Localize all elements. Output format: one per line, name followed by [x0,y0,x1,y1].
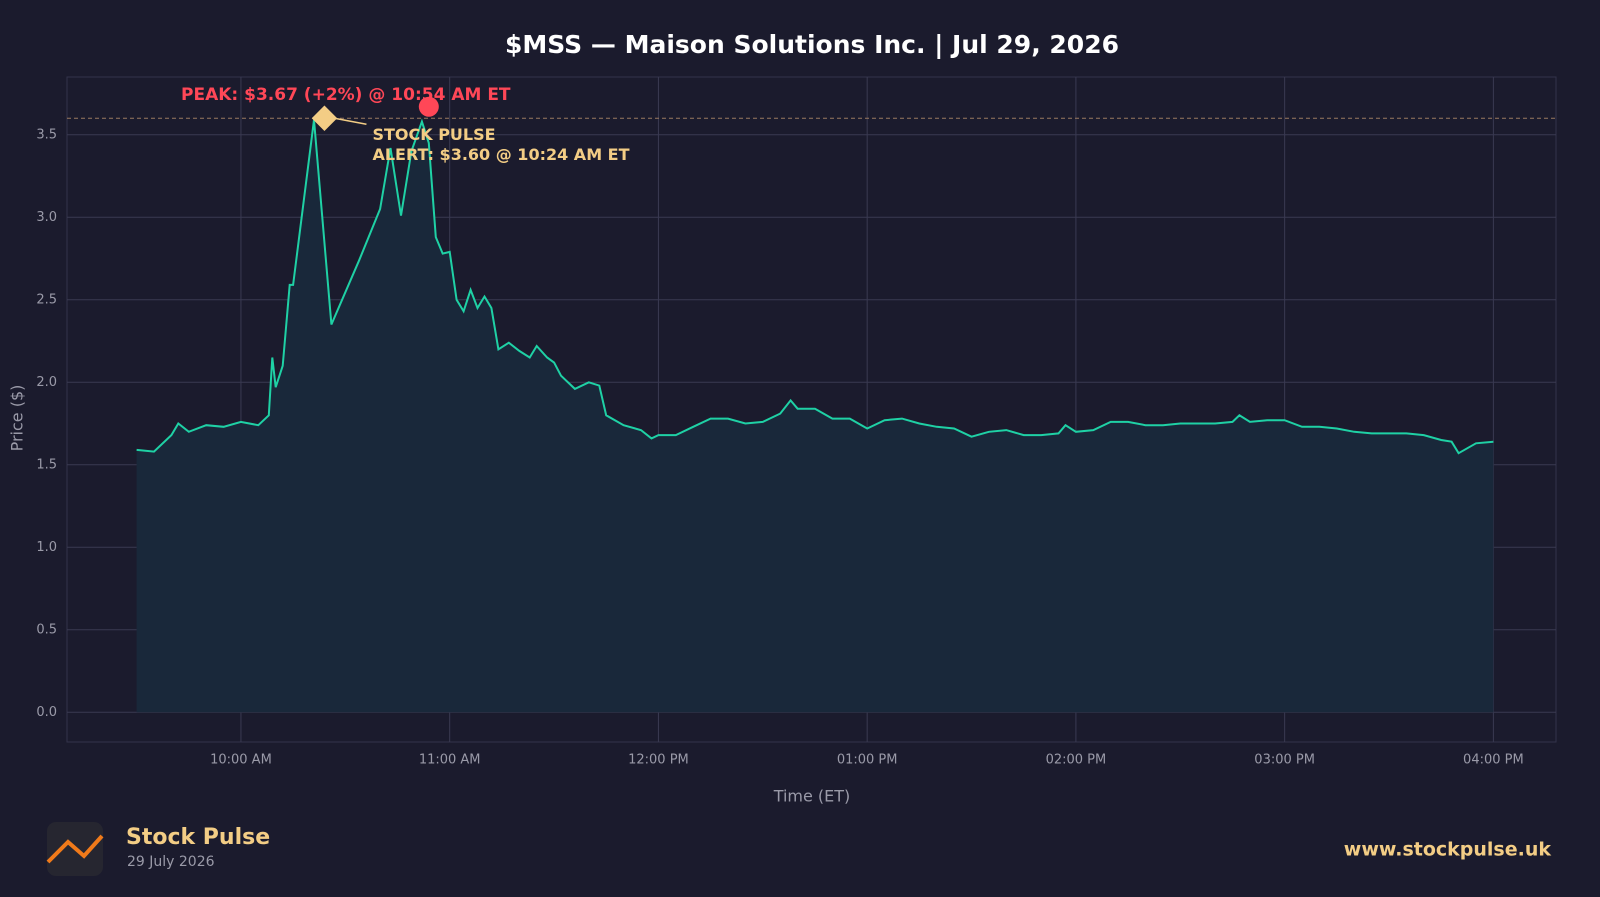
footer-date: 29 July 2026 [127,854,215,870]
price-line [136,118,1494,455]
y-axis-label: Price ($) [8,385,27,452]
alert-label: STOCK PULSE [372,125,495,144]
y-tick-label: 3.0 [36,210,57,225]
alert-marker [311,105,338,131]
y-tick-label: 2.5 [36,292,57,307]
chart-title: $MSS — Maison Solutions Inc. | Jul 29, 2… [505,30,1119,59]
brand: Stock Pulse [126,825,270,850]
logo [46,822,104,876]
y-tick-label: 0.0 [36,705,57,720]
y-tick-label: 3.5 [36,127,57,142]
x-axis-label: Time (ET) [773,787,851,806]
alert-connector [334,117,367,125]
y-tick-label: 0.5 [36,622,57,637]
x-tick-label: 10:00 AM [210,753,272,768]
y-tick-label: 1.0 [36,540,57,555]
peak-marker [418,96,439,117]
x-tick-label: 01:00 PM [837,753,898,768]
alert-label: ALERT: $3.60 @ 10:24 AM ET [372,145,629,164]
y-tick-label: 1.5 [36,457,57,472]
x-tick-label: 12:00 PM [628,753,689,768]
area [136,119,1494,713]
plot-frame [66,76,1557,743]
y-tick-label: 2.0 [36,375,57,390]
x-tick-label: 03:00 PM [1254,753,1315,768]
peak-label: PEAK: $3.67 (+2%) @ 10:54 AM ET [181,85,511,105]
x-tick-label: 02:00 PM [1046,753,1107,768]
x-tick-label: 11:00 AM [419,753,481,768]
website: www.stockpulse.uk [1344,839,1552,861]
x-tick-label: 04:00 PM [1463,753,1524,768]
